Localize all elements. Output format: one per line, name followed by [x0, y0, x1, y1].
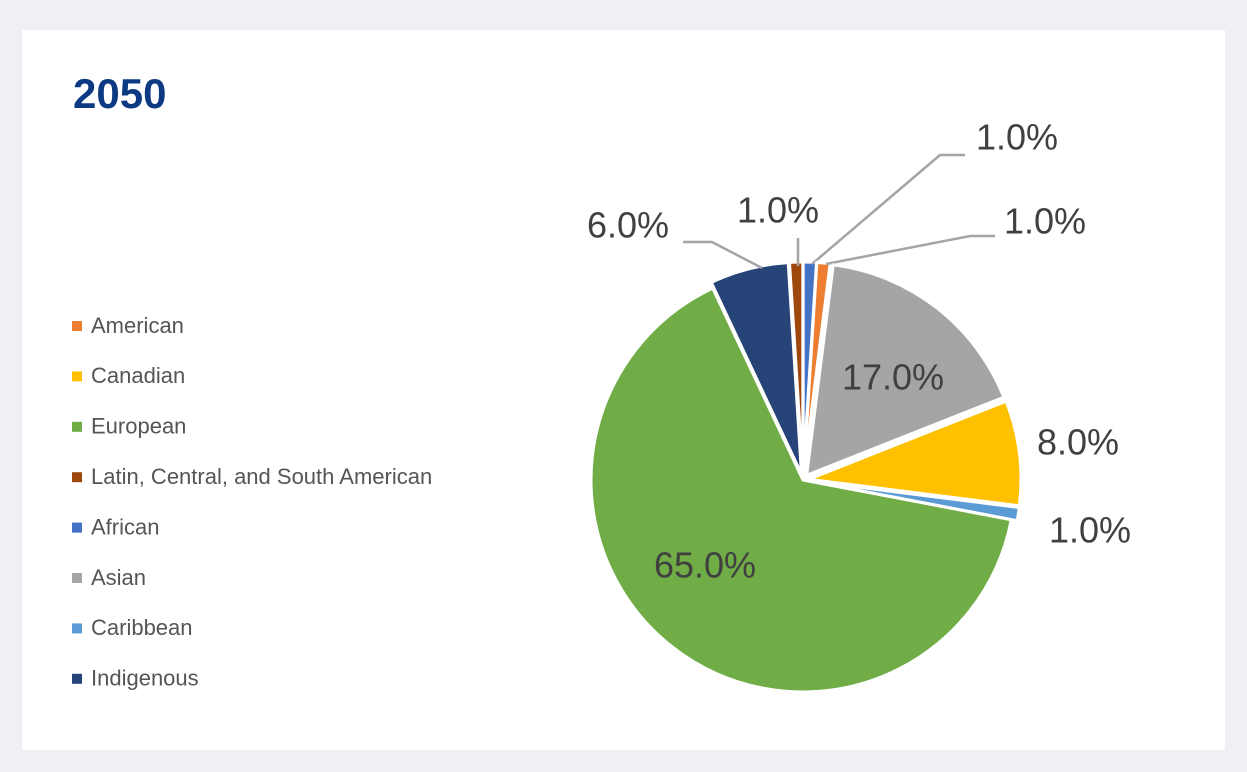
- data-label: 1.0%: [737, 190, 819, 231]
- pie-slice: [589, 286, 1013, 694]
- data-label: 1.0%: [1049, 510, 1131, 551]
- data-label: 6.0%: [587, 205, 669, 246]
- legend-label: Asian: [91, 565, 146, 590]
- leader-line: [825, 234, 995, 266]
- pie-slice: [804, 263, 1006, 478]
- legend-swatch: [72, 522, 82, 533]
- pie-slice: [787, 260, 805, 475]
- legend-label: American: [91, 313, 184, 338]
- pie-slice: [808, 399, 1023, 508]
- data-label: 65.0%: [654, 545, 756, 586]
- legend-label: Caribbean: [91, 615, 193, 640]
- data-label: 1.0%: [976, 117, 1058, 158]
- legend-swatch: [72, 573, 82, 583]
- legend-label: African: [91, 514, 159, 539]
- leader-line: [811, 153, 965, 265]
- leader-line: [683, 240, 763, 270]
- legend-swatch: [72, 673, 82, 684]
- legend-swatch: [72, 472, 82, 483]
- legend-label: Latin, Central, and South American: [91, 464, 432, 489]
- legend-label: Canadian: [91, 363, 185, 388]
- chart-title: 2050: [73, 70, 166, 117]
- data-label: 1.0%: [1004, 201, 1086, 242]
- legend-swatch: [72, 421, 82, 432]
- legend-swatch: [72, 321, 82, 331]
- legend-swatch: [72, 371, 82, 382]
- legend-swatch: [72, 623, 82, 634]
- data-label: 8.0%: [1037, 422, 1119, 463]
- legend-label: Indigenous: [91, 666, 199, 691]
- legend-label: European: [91, 414, 186, 439]
- data-label: 17.0%: [842, 357, 944, 398]
